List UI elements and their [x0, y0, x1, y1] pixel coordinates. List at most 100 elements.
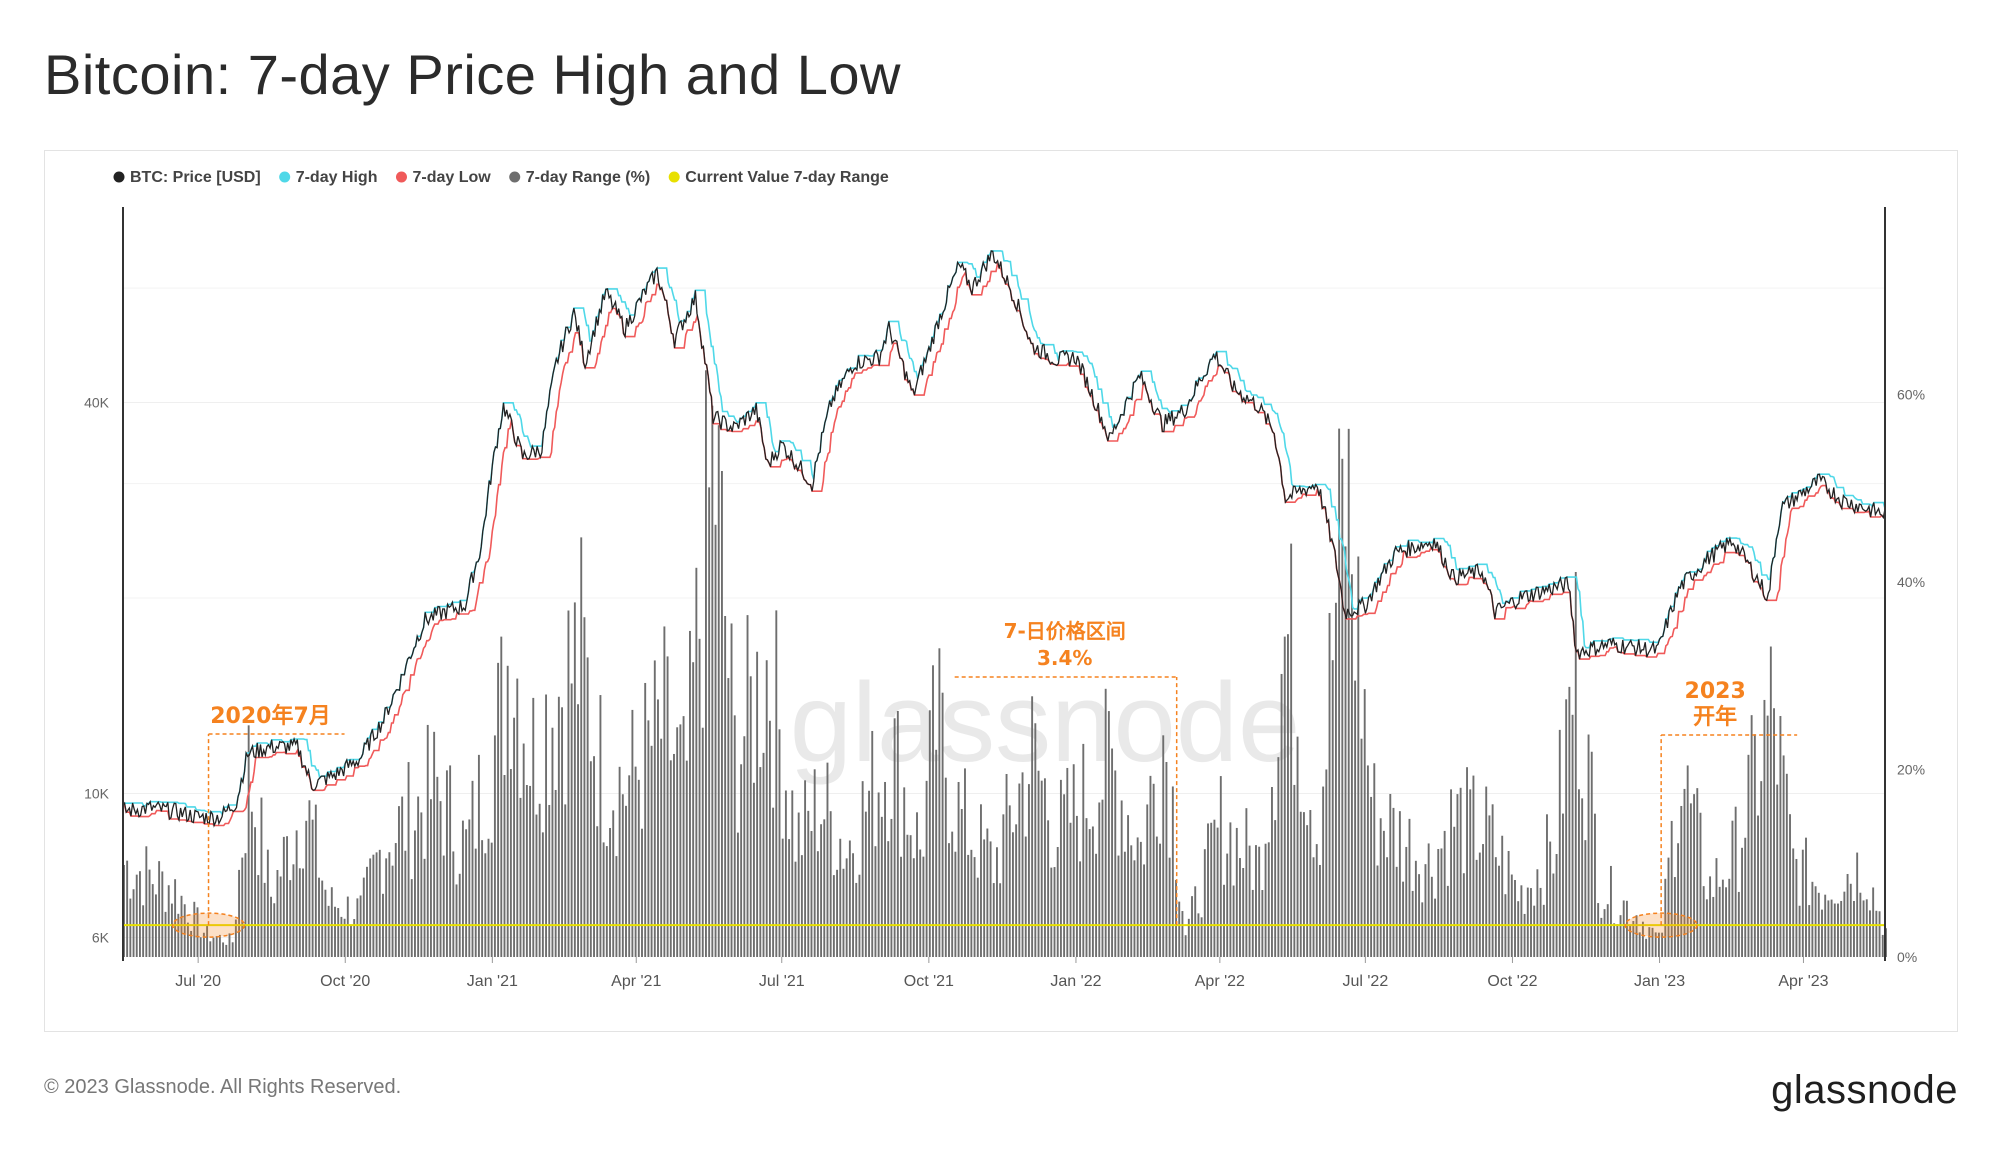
range-bar — [1411, 890, 1414, 957]
range-bar — [129, 898, 132, 957]
range-bar — [570, 683, 573, 957]
range-bar — [1648, 927, 1651, 957]
range-bar — [529, 785, 532, 957]
range-bar — [1085, 818, 1088, 957]
range-bar — [509, 769, 512, 957]
range-bar — [615, 856, 618, 957]
range-bar — [1555, 854, 1558, 957]
range-bar — [343, 918, 346, 957]
range-bar — [404, 850, 407, 957]
range-bar — [1539, 887, 1542, 957]
range-bar — [1354, 680, 1357, 957]
range-bar — [1184, 935, 1187, 957]
range-bar — [1568, 686, 1571, 957]
legend-label-range: 7-day Range (%) — [526, 169, 650, 186]
range-bar — [1165, 761, 1168, 957]
range-bar — [1750, 715, 1753, 957]
range-bar — [1191, 896, 1193, 957]
range-bar — [733, 715, 736, 957]
range-bar — [1079, 861, 1082, 957]
range-bar — [1593, 813, 1596, 957]
range-bar — [183, 904, 186, 957]
range-bar — [321, 880, 324, 957]
range-bar — [1571, 714, 1574, 957]
range-bar — [1830, 899, 1833, 957]
range-bar — [1443, 830, 1446, 957]
range-bar — [1427, 843, 1430, 957]
range-bar — [545, 694, 548, 957]
range-bar — [1152, 783, 1155, 957]
min-range-label: 7-日价格区间 — [1004, 619, 1126, 643]
range-bar — [842, 868, 845, 957]
range-bar — [318, 877, 320, 957]
range-bar — [1437, 849, 1440, 957]
range-bar — [784, 790, 787, 957]
range-bar — [1801, 849, 1804, 957]
range-bar — [1408, 818, 1411, 957]
range-bar — [401, 796, 404, 957]
range-bar — [1139, 841, 1142, 957]
range-bar — [1229, 822, 1232, 957]
range-bar — [1638, 932, 1641, 957]
range-bar — [1651, 927, 1654, 957]
legend-marker-low — [395, 171, 407, 183]
range-bar — [1264, 843, 1267, 957]
range-bar — [583, 617, 586, 957]
range-bar — [445, 770, 448, 957]
range-bar — [1578, 789, 1580, 957]
range-bar — [602, 842, 605, 957]
range-bar — [705, 370, 707, 957]
range-bar — [1609, 865, 1612, 957]
range-bar — [135, 874, 138, 957]
range-bar — [852, 853, 855, 957]
range-bar — [225, 944, 228, 957]
range-bar — [637, 779, 640, 957]
range-bar — [410, 879, 413, 957]
range-bar — [429, 799, 432, 957]
range-bar — [848, 840, 851, 957]
range-bar — [644, 682, 647, 957]
range-bar — [1875, 910, 1878, 957]
range-bar — [1123, 851, 1126, 957]
range-bar — [628, 775, 631, 957]
range-bar — [436, 776, 439, 957]
range-bar — [1590, 751, 1593, 957]
range-bar — [896, 710, 899, 957]
glassnode-logo[interactable]: glassnode — [1771, 1068, 1958, 1112]
range-bar — [797, 812, 800, 957]
range-bar — [369, 858, 372, 957]
range-bar — [1625, 900, 1628, 957]
range-bar — [1267, 842, 1270, 957]
range-bar — [1194, 886, 1197, 957]
range-bar — [1766, 715, 1769, 957]
range-bar — [1031, 696, 1034, 957]
range-bar — [1501, 835, 1504, 957]
range-bar — [1686, 765, 1689, 957]
range-bar — [1107, 711, 1110, 957]
range-bar — [871, 730, 874, 957]
range-bar — [503, 775, 506, 957]
range-bar — [957, 781, 960, 957]
x-tick-label: Jan '21 — [467, 973, 518, 990]
legend-label-high: 7-day High — [296, 169, 378, 186]
range-bar — [1565, 699, 1568, 957]
range-bar — [1015, 824, 1018, 957]
range-bar — [1175, 879, 1177, 957]
range-bar — [378, 849, 381, 957]
range-bar — [756, 651, 759, 957]
range-bar — [666, 656, 669, 957]
range-bar — [1018, 783, 1021, 957]
range-bar — [1357, 556, 1360, 957]
range-bar — [295, 830, 298, 957]
range-bar — [618, 766, 621, 957]
range-bar — [1661, 932, 1664, 957]
range-bar — [1475, 859, 1478, 957]
range-bar — [621, 794, 624, 957]
range-bar — [366, 866, 368, 957]
range-bar — [1235, 827, 1238, 957]
range-bar — [1325, 769, 1328, 957]
x-tick-label: Apr '22 — [1195, 973, 1245, 990]
range-bar — [807, 810, 810, 957]
range-bar — [708, 487, 711, 957]
range-bar — [1542, 904, 1545, 957]
